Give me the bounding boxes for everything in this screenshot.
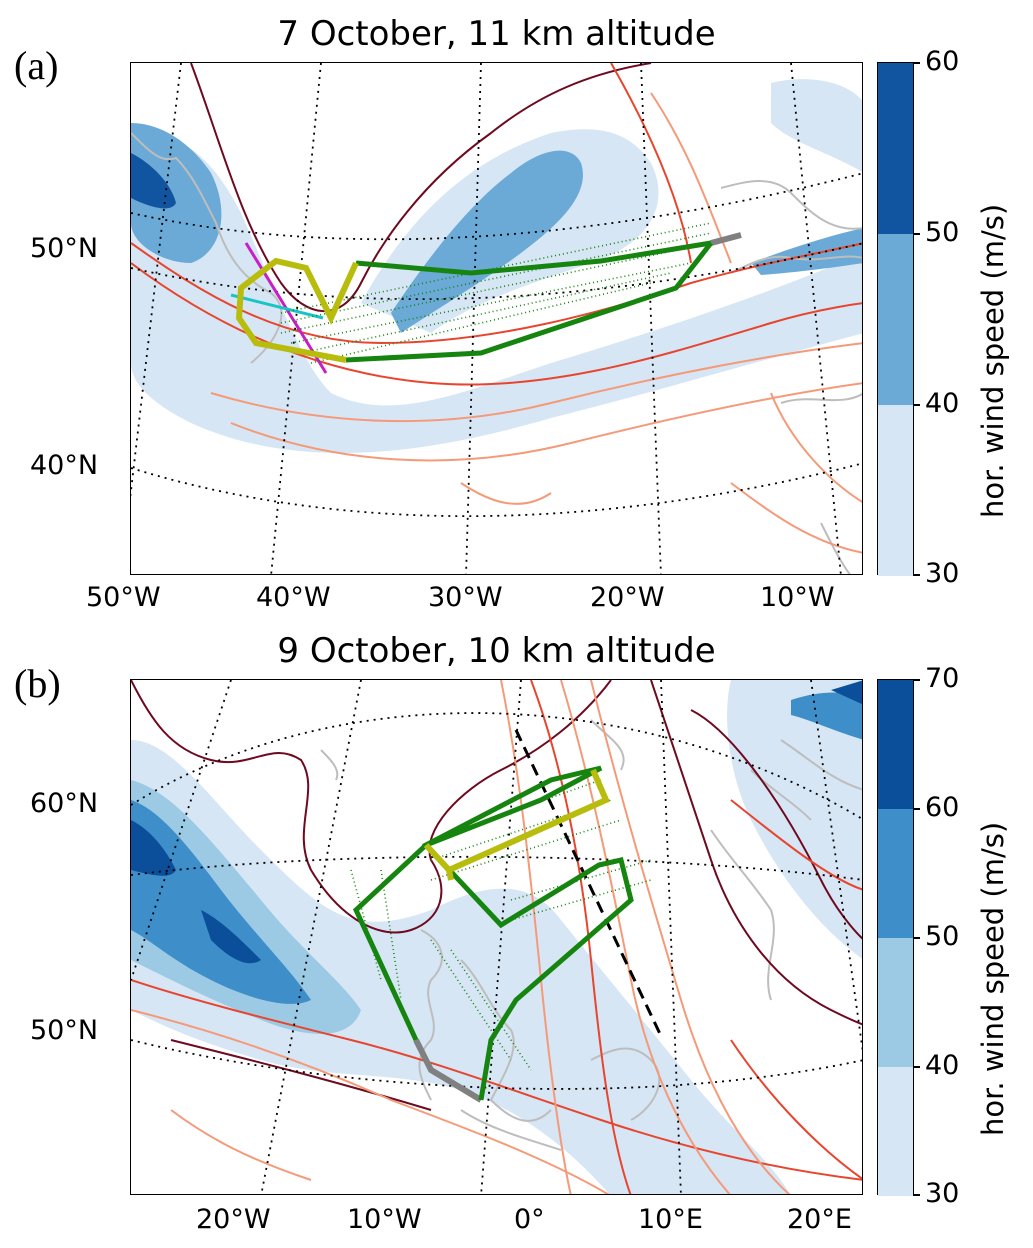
cbar-b-tickmark — [913, 679, 920, 681]
ferry-leg-a — [710, 232, 742, 246]
cbar-b-tick-50: 50 — [925, 921, 960, 952]
colorbar-b-band-60-70 — [878, 680, 913, 809]
flight-track-a — [345, 240, 713, 363]
cbar-a-tickmark — [913, 62, 920, 64]
colorbar-a — [877, 62, 914, 576]
ferry-leg-b-1 — [413, 1038, 483, 1103]
lon-label-50w-a: 50°W — [86, 582, 161, 613]
lon-label-10w-b: 10°W — [347, 1204, 422, 1235]
lon-label-20w-b: 20°W — [196, 1204, 271, 1235]
panel-b-letter: (b) — [14, 661, 61, 706]
lat-label-40n-a: 40°N — [30, 450, 99, 481]
cbar-b-tickmark — [913, 937, 920, 939]
cbar-b-tickmark — [913, 808, 920, 810]
cbar-a-tick-30: 30 — [925, 558, 960, 589]
highlight-leg-b — [423, 768, 610, 881]
cbar-b-tickmark — [913, 1194, 920, 1196]
cbar-b-tickmark — [913, 1066, 920, 1068]
cbar-b-tick-60: 60 — [925, 792, 960, 823]
panel-b-title: 9 October, 10 km altitude — [277, 631, 716, 671]
lon-label-40w-a: 40°W — [256, 582, 331, 613]
colorbar-a-band-50-60 — [878, 63, 913, 234]
lon-label-0-b: 0° — [514, 1204, 545, 1235]
cbar-a-label: hor. wind speed (m/s) — [976, 203, 1010, 518]
cbar-a-tickmark — [913, 233, 920, 235]
measurement-points-b — [350, 779, 652, 1071]
lon-label-10w-a: 10°W — [760, 582, 835, 613]
lat-label-50n-b: 50°N — [30, 1015, 99, 1046]
panel-a-title: 7 October, 11 km altitude — [277, 14, 716, 54]
map-panel-b — [130, 679, 863, 1195]
graticule-a — [131, 63, 862, 574]
lon-label-20w-a: 20°W — [590, 582, 665, 613]
flight-track-b — [352, 765, 634, 1101]
panel-a-letter: (a) — [14, 43, 59, 88]
cbar-b-label: hor. wind speed (m/s) — [976, 821, 1010, 1136]
map-a-svg — [131, 63, 862, 574]
cbar-a-tick-50: 50 — [925, 217, 960, 248]
colorbar-a-band-40-50 — [878, 234, 913, 405]
lat-label-50n-a: 50°N — [30, 233, 99, 264]
map-panel-a — [130, 62, 863, 575]
colorbar-b-band-50-60 — [878, 809, 913, 938]
cbar-b-tick-70: 70 — [925, 663, 960, 694]
colorbar-b-band-40-50 — [878, 938, 913, 1067]
cbar-b-tick-30: 30 — [925, 1178, 960, 1209]
lon-label-30w-a: 30°W — [428, 582, 503, 613]
colorbar-b-band-30-40 — [878, 1067, 913, 1196]
colorbar-a-band-30-40 — [878, 405, 913, 576]
cbar-a-tickmark — [913, 574, 920, 576]
cbar-a-tick-40: 40 — [925, 388, 960, 419]
cbar-b-tick-40: 40 — [925, 1050, 960, 1081]
lon-label-20e-b: 20°E — [787, 1204, 852, 1235]
cbar-a-tickmark — [913, 404, 920, 406]
coastlines-b — [320, 719, 862, 1151]
cross-section-cyan-a — [230, 293, 324, 320]
wind-speed-shading-b — [131, 680, 862, 1194]
wind-speed-shading-a — [131, 79, 862, 453]
lon-label-10e-b: 10°E — [638, 1204, 703, 1235]
lat-label-60n-b: 60°N — [30, 788, 99, 819]
cbar-a-tick-60: 60 — [925, 46, 960, 77]
colorbar-b — [877, 679, 914, 1196]
highlight-leg-a — [235, 257, 359, 363]
map-b-svg — [131, 680, 862, 1194]
